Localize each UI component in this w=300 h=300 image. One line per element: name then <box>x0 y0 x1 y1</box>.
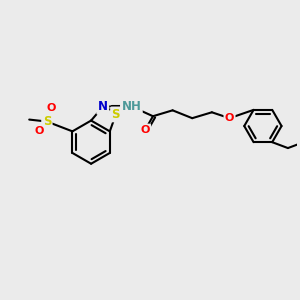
Text: O: O <box>225 113 234 123</box>
Text: O: O <box>34 126 44 136</box>
Text: NH: NH <box>122 100 141 113</box>
Text: S: S <box>43 115 51 128</box>
Text: N: N <box>98 100 108 113</box>
Text: O: O <box>46 103 56 113</box>
Text: S: S <box>112 108 120 121</box>
Text: O: O <box>140 125 150 135</box>
